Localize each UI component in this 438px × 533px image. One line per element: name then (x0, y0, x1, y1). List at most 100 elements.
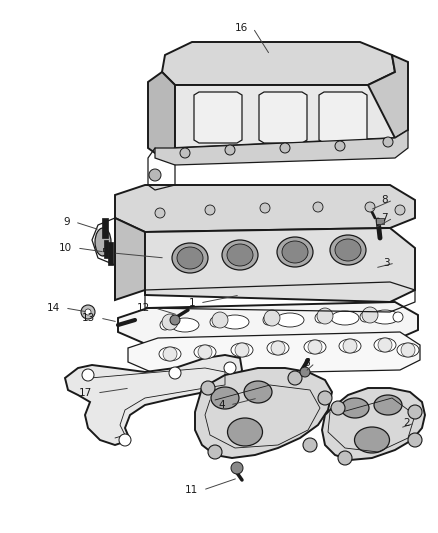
Text: 13: 13 (81, 313, 95, 323)
Circle shape (317, 391, 331, 405)
Circle shape (155, 208, 165, 218)
Circle shape (364, 202, 374, 212)
Polygon shape (145, 228, 414, 302)
Circle shape (162, 314, 177, 330)
Circle shape (312, 202, 322, 212)
Circle shape (287, 371, 301, 385)
Circle shape (394, 205, 404, 215)
Ellipse shape (276, 313, 303, 327)
Text: 9: 9 (63, 217, 70, 227)
Circle shape (159, 320, 170, 330)
Polygon shape (375, 218, 383, 224)
Circle shape (302, 438, 316, 452)
Ellipse shape (227, 418, 262, 446)
Ellipse shape (95, 228, 111, 256)
Circle shape (307, 340, 321, 354)
Polygon shape (194, 92, 241, 143)
Polygon shape (115, 185, 414, 232)
Ellipse shape (172, 243, 208, 273)
Circle shape (180, 148, 190, 158)
Ellipse shape (266, 341, 288, 355)
Circle shape (407, 433, 421, 447)
Circle shape (209, 317, 219, 327)
Ellipse shape (396, 343, 418, 357)
Polygon shape (194, 368, 331, 458)
Circle shape (330, 401, 344, 415)
Ellipse shape (330, 311, 358, 325)
Text: 3: 3 (382, 258, 389, 268)
Text: 16: 16 (234, 23, 247, 33)
Circle shape (407, 405, 421, 419)
Circle shape (82, 369, 94, 381)
Circle shape (148, 169, 161, 181)
Circle shape (81, 305, 95, 319)
Polygon shape (318, 92, 366, 143)
Text: 4: 4 (218, 400, 225, 410)
Text: 5: 5 (101, 248, 108, 258)
Polygon shape (108, 242, 113, 265)
Text: 11: 11 (184, 485, 198, 495)
Ellipse shape (220, 315, 248, 329)
Circle shape (230, 462, 243, 474)
Ellipse shape (354, 427, 389, 453)
Polygon shape (118, 302, 417, 345)
Circle shape (205, 205, 215, 215)
Circle shape (359, 312, 369, 322)
Circle shape (342, 339, 356, 353)
Ellipse shape (370, 310, 398, 324)
Polygon shape (155, 130, 407, 165)
Ellipse shape (276, 237, 312, 267)
Polygon shape (115, 218, 145, 300)
Polygon shape (367, 55, 407, 138)
Text: 12: 12 (137, 303, 150, 313)
Ellipse shape (373, 338, 395, 352)
Circle shape (85, 309, 91, 315)
Polygon shape (102, 218, 108, 238)
Text: 1: 1 (188, 298, 194, 308)
Circle shape (223, 362, 236, 374)
Polygon shape (321, 388, 424, 460)
Polygon shape (175, 85, 394, 148)
Text: 7: 7 (381, 213, 387, 223)
Circle shape (225, 145, 234, 155)
Polygon shape (65, 355, 241, 445)
Circle shape (162, 347, 177, 361)
Circle shape (392, 312, 402, 322)
Circle shape (259, 203, 269, 213)
Circle shape (262, 315, 272, 325)
Polygon shape (258, 92, 306, 143)
Text: 10: 10 (59, 243, 72, 253)
Circle shape (170, 315, 180, 325)
Circle shape (361, 307, 377, 323)
Circle shape (334, 141, 344, 151)
Ellipse shape (244, 381, 272, 403)
Circle shape (198, 345, 212, 359)
Circle shape (234, 343, 248, 357)
Ellipse shape (230, 343, 252, 357)
Circle shape (270, 341, 284, 355)
Polygon shape (104, 240, 108, 258)
Ellipse shape (159, 347, 180, 361)
Circle shape (169, 367, 180, 379)
Polygon shape (162, 42, 394, 85)
Circle shape (377, 338, 391, 352)
Text: 8: 8 (381, 195, 387, 205)
Circle shape (212, 312, 227, 328)
Ellipse shape (338, 339, 360, 353)
Ellipse shape (226, 244, 252, 266)
Ellipse shape (211, 387, 238, 409)
Circle shape (299, 367, 309, 377)
Circle shape (119, 434, 131, 446)
Ellipse shape (334, 239, 360, 261)
Polygon shape (128, 332, 419, 375)
Ellipse shape (373, 395, 401, 415)
Circle shape (201, 381, 215, 395)
Text: 14: 14 (46, 303, 60, 313)
Circle shape (337, 451, 351, 465)
Text: 17: 17 (78, 388, 92, 398)
Circle shape (316, 308, 332, 324)
Ellipse shape (177, 247, 202, 269)
Text: 6: 6 (303, 358, 309, 368)
Circle shape (279, 143, 290, 153)
Ellipse shape (340, 398, 368, 418)
